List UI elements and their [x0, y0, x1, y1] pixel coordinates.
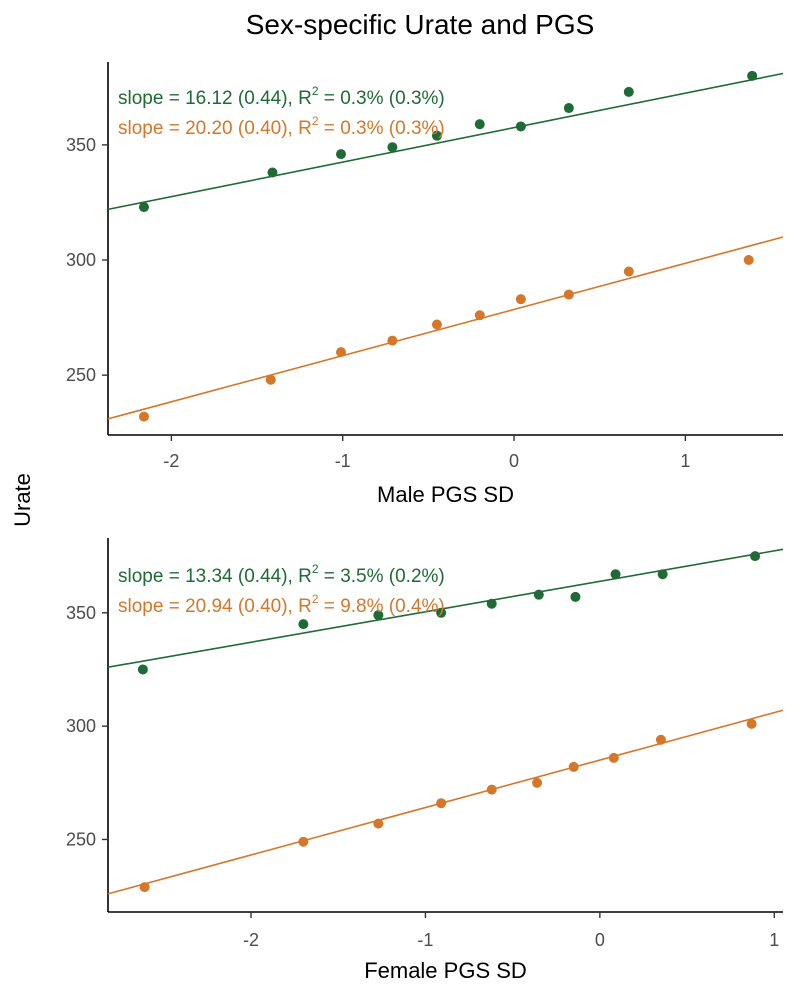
data-point-series-1 [750, 551, 761, 562]
annotation-series-2: slope = 20.94 (0.40), R2 = 9.8% (0.4%) [118, 592, 445, 617]
data-point-series-2 [335, 347, 346, 358]
data-point-series-1 [623, 86, 634, 97]
x-tick-label: -2 [243, 930, 259, 950]
data-point-series-1 [138, 202, 149, 213]
data-point-series-2 [265, 374, 276, 385]
fit-line-series-1 [107, 72, 784, 211]
y-tick-label: 300 [66, 716, 96, 736]
data-point-series-2 [436, 798, 447, 809]
data-point-series-2 [373, 818, 384, 829]
data-point-series-2 [532, 777, 543, 788]
x-tick-label: -1 [417, 930, 433, 950]
x-tick-label: 0 [509, 451, 519, 471]
data-point-series-2 [298, 836, 309, 847]
annotation-series-1: slope = 16.12 (0.44), R2 = 0.3% (0.3%) [118, 84, 445, 109]
y-axis-title: Urate [10, 473, 35, 527]
data-point-series-1 [431, 130, 442, 141]
x-tick-label: 1 [680, 451, 690, 471]
chart-title: Sex-specific Urate and PGS [246, 9, 595, 40]
data-point-series-1 [533, 589, 544, 600]
data-point-series-1 [486, 598, 497, 609]
y-tick-label: 250 [66, 365, 96, 385]
data-point-series-2 [608, 752, 619, 763]
y-tick-label: 350 [66, 603, 96, 623]
data-point-series-2 [655, 734, 666, 745]
x-tick-label: -2 [163, 451, 179, 471]
x-axis-title: Male PGS SD [377, 482, 514, 507]
annotation-series-1: slope = 13.34 (0.44), R2 = 3.5% (0.2%) [118, 562, 445, 587]
data-point-series-2 [515, 294, 526, 305]
fit-line-series-2 [107, 236, 784, 420]
y-tick-label: 250 [66, 829, 96, 849]
data-point-series-2 [563, 289, 574, 300]
data-point-series-2 [138, 411, 149, 422]
data-point-series-2 [623, 266, 634, 277]
x-tick-label: -1 [335, 451, 351, 471]
x-axis-title: Female PGS SD [364, 958, 527, 983]
data-point-series-2 [568, 761, 579, 772]
data-point-series-1 [335, 149, 346, 160]
data-point-series-2 [746, 718, 757, 729]
data-point-series-1 [298, 619, 309, 630]
data-point-series-1 [570, 591, 581, 602]
data-point-series-2 [431, 319, 442, 330]
data-point-series-2 [139, 882, 150, 893]
data-point-series-1 [474, 119, 485, 130]
data-point-series-1 [515, 121, 526, 132]
data-point-series-1 [373, 610, 384, 621]
y-tick-label: 350 [66, 135, 96, 155]
data-point-series-1 [137, 664, 148, 675]
fit-line-series-1 [107, 548, 784, 668]
panel-2: 250 300 350 -2 -1 0 1 Female PGS SD slope = 13.3… [66, 538, 784, 983]
y-tick-label: 300 [66, 250, 96, 270]
data-point-series-1 [436, 607, 447, 618]
data-point-series-1 [657, 569, 668, 580]
data-point-series-1 [563, 103, 574, 114]
x-tick-label: 1 [769, 930, 779, 950]
data-point-series-2 [474, 310, 485, 321]
panel-1: 250 300 350 -2 -1 0 1 Male PGS SD slope = 16.12 … [66, 62, 784, 507]
data-point-series-2 [387, 335, 398, 346]
data-point-series-1 [747, 70, 758, 81]
data-point-series-1 [387, 142, 398, 153]
data-point-series-2 [743, 255, 754, 266]
annotation-series-2: slope = 20.20 (0.40), R2 = 0.3% (0.3%) [118, 114, 445, 139]
x-tick-label: 0 [595, 930, 605, 950]
data-point-series-2 [486, 784, 497, 795]
data-point-series-1 [610, 569, 621, 580]
data-point-series-1 [267, 167, 278, 178]
